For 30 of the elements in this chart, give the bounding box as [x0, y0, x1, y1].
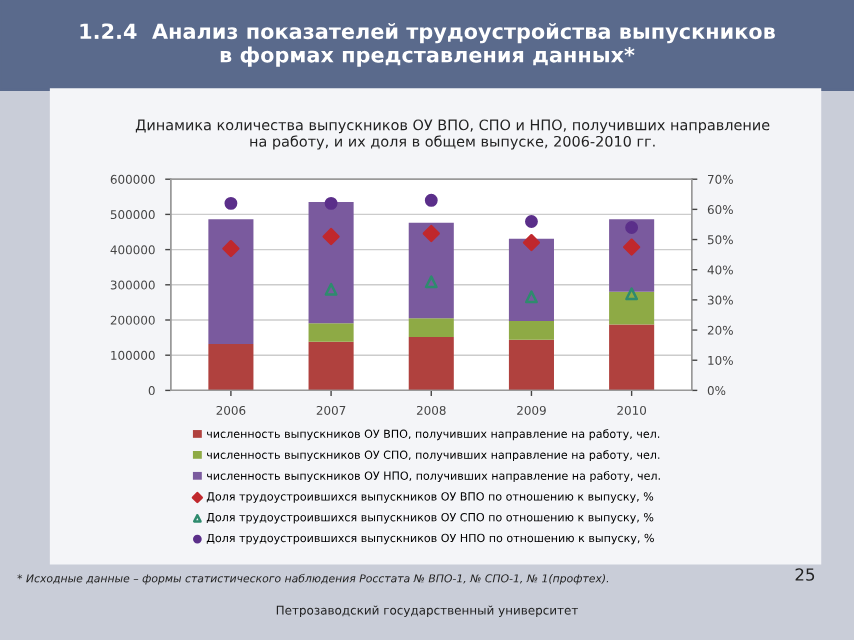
point — [424, 275, 438, 289]
bar — [208, 343, 254, 391]
bar — [609, 324, 655, 391]
point — [623, 238, 641, 256]
bar — [609, 219, 655, 292]
bar — [308, 202, 354, 324]
bar — [408, 336, 454, 391]
bar — [408, 222, 454, 319]
bar — [609, 291, 655, 325]
point — [322, 227, 340, 246]
point — [424, 193, 438, 207]
point — [222, 239, 240, 258]
point — [522, 233, 541, 252]
bar — [508, 339, 554, 391]
point — [625, 221, 639, 234]
bar — [408, 318, 454, 337]
point — [324, 282, 338, 296]
point — [324, 196, 338, 210]
point — [422, 224, 440, 243]
point — [224, 196, 238, 210]
point — [525, 214, 538, 228]
bar — [508, 238, 554, 322]
bar — [508, 321, 554, 340]
point — [625, 287, 639, 301]
chart-title: 1.2.4 Анализ показателей трудоустройства выпускников в формах представления данных* — [80, 22, 775, 67]
bar — [308, 323, 354, 342]
text: 25 — [795, 568, 815, 581]
bar — [308, 341, 354, 391]
point — [525, 290, 538, 304]
bar — [208, 219, 254, 344]
